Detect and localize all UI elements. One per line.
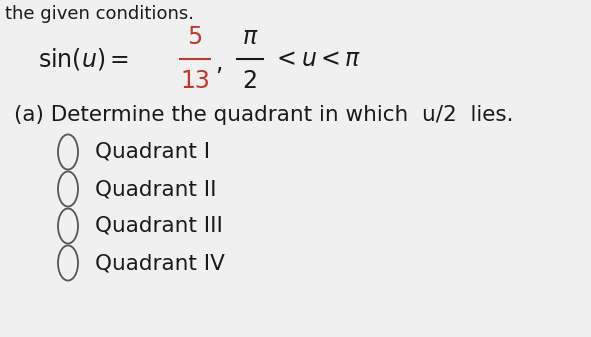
Text: ,: , [215, 51, 222, 75]
Text: Quadrant I: Quadrant I [95, 142, 210, 162]
Text: 2: 2 [242, 69, 258, 93]
Text: Quadrant IV: Quadrant IV [95, 253, 225, 273]
Text: 5: 5 [187, 25, 203, 49]
Text: 13: 13 [180, 69, 210, 93]
Text: $\pi$: $\pi$ [242, 25, 258, 49]
Text: the given conditions.: the given conditions. [5, 5, 194, 23]
Text: Quadrant III: Quadrant III [95, 216, 223, 236]
Text: $< u < \pi$: $< u < \pi$ [272, 47, 362, 71]
Text: (a) Determine the quadrant in which  u/2  lies.: (a) Determine the quadrant in which u/2 … [14, 105, 514, 125]
Text: Quadrant II: Quadrant II [95, 179, 216, 199]
Text: $\mathsf{sin}(u) =$: $\mathsf{sin}(u) =$ [38, 46, 129, 72]
